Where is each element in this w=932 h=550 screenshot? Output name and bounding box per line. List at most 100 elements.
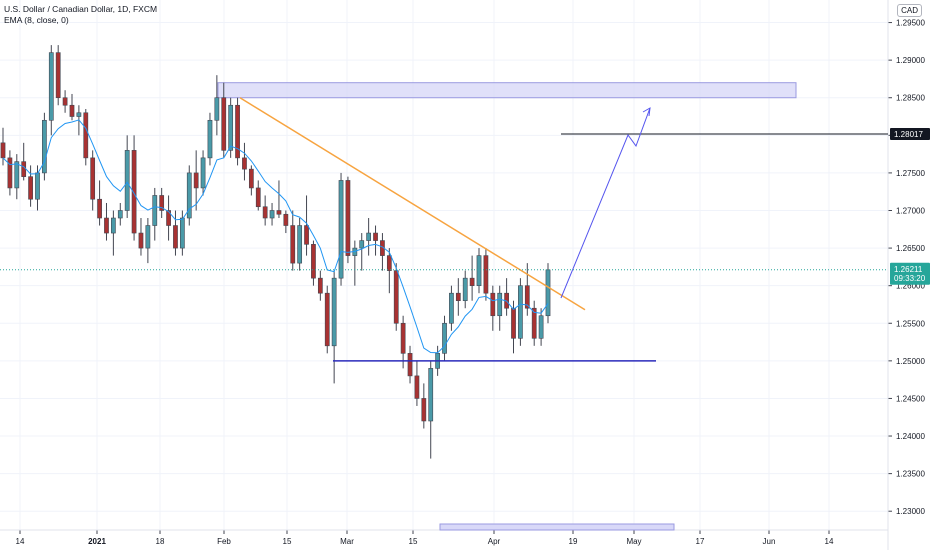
y-tick-label: 1.27500 bbox=[896, 169, 925, 178]
candle-body bbox=[69, 104, 75, 117]
x-tick-label: 14 bbox=[825, 537, 834, 546]
candle-body bbox=[518, 285, 523, 339]
candle-body bbox=[28, 176, 33, 200]
y-tick-label: 1.24000 bbox=[896, 432, 925, 441]
date-range-highlight bbox=[439, 523, 675, 531]
candle-body bbox=[476, 255, 482, 286]
candle-body bbox=[304, 225, 309, 245]
candle-body bbox=[317, 277, 323, 294]
candle-body bbox=[200, 157, 206, 189]
projection-arrow bbox=[560, 107, 651, 299]
resistance-badge bbox=[890, 128, 930, 141]
candle-body bbox=[373, 232, 378, 241]
candle-body bbox=[311, 244, 316, 279]
candle-body bbox=[345, 180, 351, 256]
resistance-zone bbox=[217, 82, 797, 99]
candle-body bbox=[42, 119, 47, 174]
candle-body bbox=[179, 217, 185, 249]
candle-body bbox=[248, 168, 254, 189]
x-tick-label: 19 bbox=[569, 537, 578, 546]
y-tick-label: 1.29500 bbox=[896, 19, 925, 28]
candle-body bbox=[255, 187, 261, 208]
candle-body bbox=[386, 255, 392, 271]
candle-body bbox=[173, 225, 178, 249]
currency-badge[interactable]: CAD bbox=[897, 4, 922, 17]
candle-body bbox=[221, 97, 227, 151]
candle-body bbox=[62, 97, 68, 106]
candle-body bbox=[55, 52, 61, 99]
candle-body bbox=[104, 217, 109, 234]
chart-legend: U.S. Dollar / Canadian Dollar, 1D, FXCM … bbox=[4, 4, 157, 26]
candle-body bbox=[428, 368, 434, 422]
candle-body bbox=[524, 285, 530, 309]
indicator-label: EMA (8, close, 0) bbox=[4, 15, 69, 25]
candle-body bbox=[469, 277, 475, 286]
x-tick-label: 2021 bbox=[88, 537, 106, 546]
candle-body bbox=[97, 198, 102, 219]
candle-body bbox=[511, 307, 516, 339]
candle-body bbox=[531, 307, 537, 339]
candle-body bbox=[449, 292, 454, 324]
candle-body bbox=[214, 97, 220, 121]
candle-body bbox=[490, 292, 496, 317]
y-tick-label: 1.23000 bbox=[896, 507, 925, 516]
x-tick-label: Jun bbox=[763, 537, 776, 546]
descending-trendline bbox=[239, 97, 586, 311]
candle-body bbox=[242, 157, 247, 170]
candle-body bbox=[152, 195, 158, 226]
y-tick-label: 1.23500 bbox=[896, 470, 925, 479]
candle-body bbox=[111, 217, 116, 234]
x-tick-label: 18 bbox=[156, 537, 165, 546]
x-tick-label: Mar bbox=[340, 537, 354, 546]
y-tick-label: 1.27000 bbox=[896, 206, 925, 215]
candle-body bbox=[283, 213, 289, 226]
candle-body bbox=[276, 210, 282, 215]
x-tick-label: Apr bbox=[488, 537, 501, 546]
candle-body bbox=[407, 353, 413, 377]
candle-body bbox=[83, 112, 89, 159]
candle-body bbox=[497, 292, 503, 317]
y-tick-label: 1.24500 bbox=[896, 394, 925, 403]
candle-body bbox=[483, 255, 489, 294]
candle-body bbox=[117, 210, 123, 219]
symbol-title: U.S. Dollar / Canadian Dollar, 1D, FXCM bbox=[4, 4, 158, 14]
candle-body bbox=[262, 206, 268, 219]
candle-body bbox=[538, 315, 544, 339]
candle-body bbox=[48, 52, 54, 121]
candle-body bbox=[145, 225, 151, 249]
candle-body bbox=[393, 270, 399, 324]
candle-body bbox=[338, 180, 344, 279]
candle-body bbox=[193, 172, 199, 189]
candle-body bbox=[442, 322, 447, 354]
candle-body bbox=[462, 277, 468, 302]
y-tick-label: 1.28500 bbox=[896, 94, 925, 103]
y-tick-label: 1.26500 bbox=[896, 244, 925, 253]
candle-body bbox=[186, 172, 192, 219]
x-tick-label: Feb bbox=[217, 537, 231, 546]
candle-body bbox=[124, 150, 130, 211]
candle-body bbox=[331, 277, 337, 347]
candle-body bbox=[21, 161, 27, 177]
countdown-label: 09:33:20 bbox=[894, 274, 926, 283]
x-tick-label: 17 bbox=[696, 537, 705, 546]
price-badge bbox=[890, 262, 930, 285]
current-price-label: 1.26211 bbox=[894, 265, 923, 274]
candle-body bbox=[35, 172, 40, 200]
candle-body bbox=[235, 104, 240, 159]
candle-body bbox=[131, 150, 137, 234]
x-tick-label: 14 bbox=[16, 537, 25, 546]
candle-body bbox=[421, 398, 427, 422]
x-tick-label: 15 bbox=[409, 537, 418, 546]
y-tick-label: 1.26000 bbox=[896, 282, 925, 291]
projection-arrowhead bbox=[642, 107, 651, 117]
ema-line bbox=[2, 119, 549, 354]
candle-body bbox=[7, 157, 13, 189]
candle-body bbox=[269, 210, 275, 219]
candle-body bbox=[359, 240, 365, 249]
candle-body bbox=[207, 119, 213, 159]
candle-body bbox=[414, 375, 420, 399]
candle-body bbox=[90, 157, 96, 200]
x-tick-label: 15 bbox=[283, 537, 292, 546]
